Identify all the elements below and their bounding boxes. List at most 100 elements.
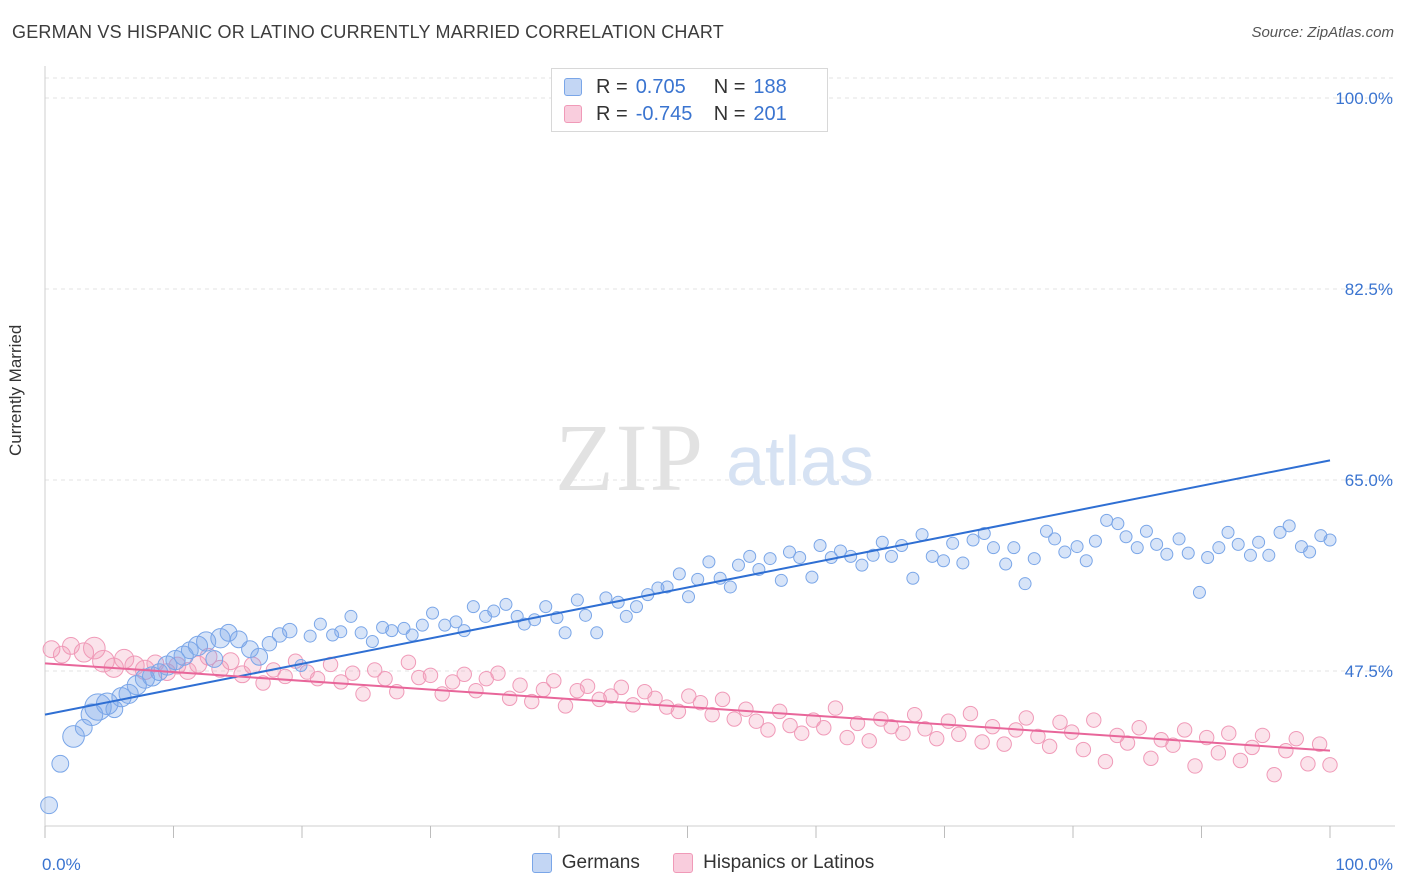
legend-n-label: N =: [713, 102, 746, 125]
data-point-german: [1100, 513, 1114, 527]
data-point-german: [1150, 537, 1164, 551]
data-point-hispanic: [557, 698, 574, 714]
legend-swatch-germans: [531, 853, 552, 873]
data-point-hispanic: [83, 636, 106, 660]
data-point-german: [1231, 537, 1245, 551]
data-point-hispanic: [411, 669, 427, 686]
data-point-german: [1079, 554, 1093, 568]
data-point-hispanic: [456, 666, 472, 682]
x-tick-label: 0.0%: [42, 855, 81, 874]
data-point-german: [334, 625, 348, 639]
data-point-german: [906, 571, 920, 585]
data-point-hispanic: [546, 673, 562, 689]
legend-r-value: 0.705: [635, 75, 686, 98]
watermark-zip: ZIP: [555, 404, 705, 511]
data-point-hispanic: [1300, 756, 1316, 772]
data-point-german: [1212, 541, 1226, 555]
data-point-german: [261, 636, 278, 652]
data-point-german: [438, 618, 452, 632]
data-point-german: [805, 570, 819, 584]
data-point-hispanic: [1311, 736, 1328, 752]
data-point-hispanic: [714, 691, 731, 708]
data-point-hispanic: [996, 736, 1012, 752]
data-point-hispanic: [400, 654, 417, 670]
data-point-hispanic: [501, 690, 518, 706]
data-point-german: [855, 558, 869, 572]
data-point-hispanic: [62, 636, 80, 655]
data-point-hispanic: [1278, 742, 1294, 759]
y-tick-label: 65.0%: [1345, 471, 1393, 490]
data-point-german: [1303, 545, 1317, 559]
legend-n-value: 188: [753, 75, 787, 98]
data-point-hispanic: [579, 678, 596, 694]
data-point-hispanic: [883, 718, 899, 735]
trend-line-hispanics: [44, 662, 1331, 752]
data-point-hispanic: [434, 686, 450, 702]
data-point-hispanic: [366, 662, 383, 678]
data-point-hispanic: [1030, 728, 1046, 745]
data-point-hispanic: [512, 677, 528, 693]
data-point-hispanic: [178, 662, 197, 680]
data-point-german: [1243, 548, 1257, 562]
data-point-hispanic: [1143, 750, 1159, 767]
data-point-german: [763, 552, 777, 566]
data-point-german: [313, 617, 327, 631]
data-point-hispanic: [794, 725, 810, 741]
data-point-hispanic: [1131, 720, 1147, 736]
data-point-german: [365, 635, 379, 649]
data-point-german: [946, 536, 960, 550]
data-point-german: [1088, 534, 1102, 548]
data-point-german: [925, 549, 939, 563]
data-point-german: [528, 613, 542, 627]
x-tick-label: 100.0%: [1335, 855, 1393, 874]
data-point-hispanic: [816, 720, 832, 736]
trend-line-germans: [44, 459, 1331, 716]
data-point-german: [558, 626, 572, 640]
series-german-points: [40, 513, 1337, 815]
data-point-hispanic: [603, 688, 619, 704]
axes: [44, 66, 1395, 838]
data-point-german: [782, 545, 796, 559]
data-point-hispanic: [681, 688, 697, 704]
data-point-german: [702, 555, 716, 569]
data-point-german: [1273, 525, 1287, 539]
data-point-german: [1027, 552, 1041, 566]
data-point-hispanic: [951, 726, 967, 743]
data-point-hispanic: [726, 711, 742, 727]
data-point-german: [1172, 532, 1186, 546]
watermark-atlas: atlas: [726, 422, 874, 500]
chart-title: GERMAN VS HISPANIC OR LATINO CURRENTLY M…: [12, 22, 724, 42]
data-point-hispanic: [1165, 737, 1181, 753]
data-point-hispanic: [1221, 725, 1237, 741]
data-point-german: [1039, 524, 1053, 538]
data-point-hispanic: [377, 670, 393, 687]
data-point-german: [1323, 533, 1337, 547]
data-point-german: [1070, 540, 1084, 554]
legend-item-hispanics[interactable]: Hispanics or Latinos: [673, 852, 874, 874]
data-point-hispanic: [974, 734, 990, 750]
data-point-german: [1262, 548, 1276, 562]
data-point-hispanic: [42, 640, 61, 659]
data-point-hispanic: [1210, 745, 1227, 761]
data-point-german: [731, 558, 745, 572]
data-point-hispanic: [771, 703, 788, 720]
data-point-german: [205, 650, 224, 668]
data-point-german: [426, 606, 440, 620]
data-point-german: [415, 618, 429, 632]
data-point-hispanic: [613, 679, 630, 696]
data-point-german: [354, 626, 368, 640]
data-point-hispanic: [1176, 722, 1193, 738]
data-point-hispanic: [1232, 752, 1249, 769]
data-point-hispanic: [468, 682, 484, 699]
data-point-german: [271, 627, 288, 643]
legend-swatch-hispanics: [564, 105, 582, 123]
data-point-hispanic: [670, 703, 687, 720]
data-point-hispanic: [444, 674, 461, 690]
data-point-hispanic: [1187, 758, 1203, 774]
data-point-german: [229, 630, 248, 649]
source-label: Source: ZipAtlas.com: [1251, 24, 1394, 41]
legend-item-germans[interactable]: Germans: [531, 852, 640, 874]
data-point-german: [936, 554, 950, 568]
data-point-german: [40, 796, 58, 815]
